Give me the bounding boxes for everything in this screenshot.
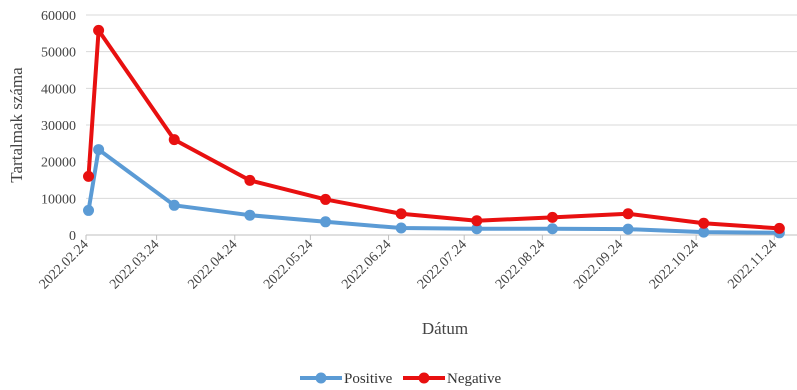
data-point-negative	[93, 24, 105, 36]
data-point-positive	[471, 223, 483, 235]
data-point-negative	[168, 134, 180, 146]
data-point-negative	[622, 208, 634, 220]
series-group	[83, 24, 785, 239]
y-tick-label: 50000	[41, 46, 76, 61]
data-point-negative	[244, 174, 256, 186]
x-tick-label: 2022.02.24	[37, 237, 92, 292]
data-point-positive	[395, 222, 407, 234]
data-point-positive	[93, 144, 105, 156]
data-point-negative	[546, 211, 558, 223]
data-point-positive	[168, 199, 180, 211]
legend-label: Negative	[447, 371, 501, 387]
series-positive	[83, 144, 785, 239]
x-tick-label: 2022.06.24	[339, 237, 394, 292]
x-tick-label: 2022.04.24	[185, 237, 240, 292]
legend-item-positive: Positive	[300, 371, 393, 387]
legend-item-negative: Negative	[403, 371, 501, 387]
legend: Positive Negative	[300, 371, 501, 387]
data-point-negative	[395, 208, 407, 220]
data-point-negative	[698, 217, 710, 229]
x-axis-tick-labels: 2022.02.24 2022.03.24 2022.04.24 2022.05.24…	[37, 235, 780, 292]
y-tick-label: 40000	[41, 82, 76, 97]
y-axis-tick-labels: 0 10000 20000 30000 40000 50000 60000	[41, 9, 76, 244]
legend-swatch-marker	[315, 372, 327, 384]
data-point-negative	[471, 215, 483, 227]
y-tick-label: 10000	[41, 192, 76, 207]
data-point-positive	[244, 209, 256, 221]
x-tick-label: 2022.05.24	[261, 237, 316, 292]
data-point-positive	[546, 223, 558, 235]
legend-swatch-marker	[418, 372, 430, 384]
y-tick-label: 0	[69, 229, 76, 244]
data-point-negative	[773, 222, 785, 234]
legend-label: Positive	[344, 371, 393, 387]
data-point-negative	[83, 170, 95, 182]
x-tick-label: 2022.09.24	[571, 237, 626, 292]
data-point-positive	[83, 204, 95, 216]
y-tick-label: 60000	[41, 9, 76, 24]
data-point-positive	[622, 223, 634, 235]
data-point-negative	[320, 193, 332, 205]
y-axis-title: Tartalmak száma	[7, 67, 26, 183]
x-tick-label: 2022.07.24	[415, 237, 470, 292]
x-tick-label: 2022.11.24	[725, 237, 780, 292]
x-axis-title: Dátum	[422, 319, 468, 338]
y-tick-label: 30000	[41, 119, 76, 134]
x-tick-label: 2022.03.24	[107, 237, 162, 292]
y-tick-label: 20000	[41, 156, 76, 171]
x-tick-label: 2022.10.24	[647, 237, 702, 292]
data-point-positive	[320, 216, 332, 228]
series-negative	[83, 24, 785, 234]
gridlines	[86, 14, 797, 199]
x-tick-label: 2022.08.24	[493, 237, 548, 292]
data-point-positive	[698, 226, 710, 238]
